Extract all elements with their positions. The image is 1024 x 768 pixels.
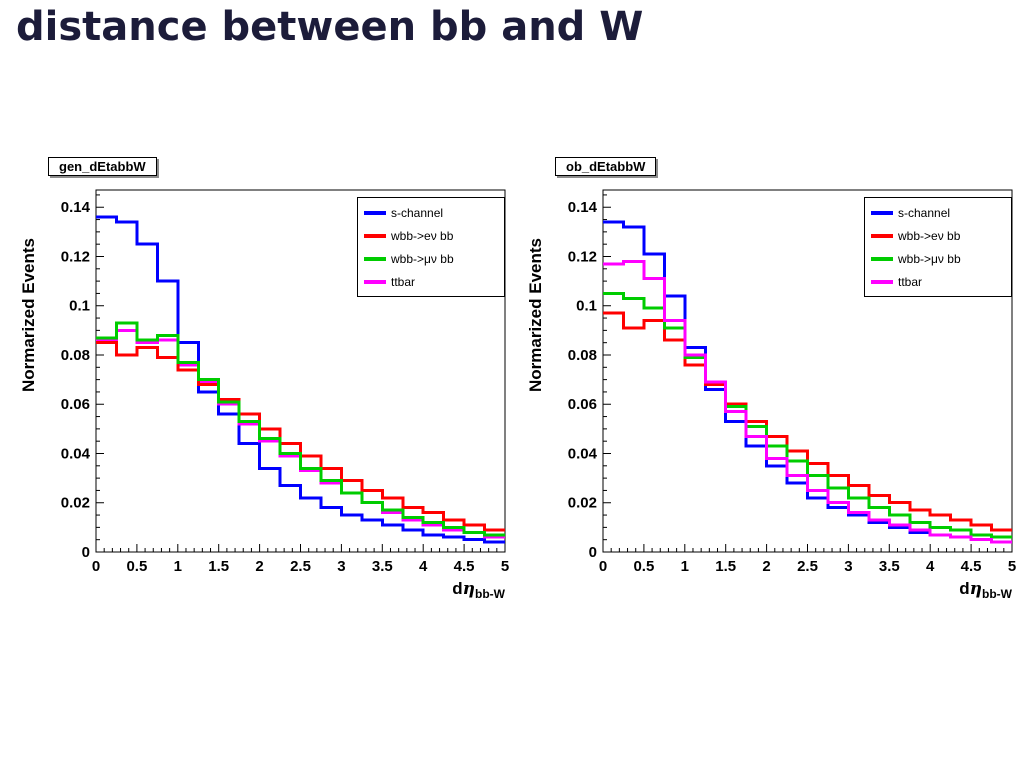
x-tick-label: 1 <box>174 558 182 575</box>
y-axis-title: Normarized Events <box>19 238 38 392</box>
y-tick-label: 0.04 <box>61 445 91 462</box>
x-tick-label: 0.5 <box>126 558 147 575</box>
legend-color-swatch <box>364 256 386 261</box>
pad-title-box: gen_dEtabbW <box>48 157 157 176</box>
legend-item: wbb->μν bb <box>364 247 498 270</box>
x-tick-label: 3 <box>844 558 852 575</box>
series-line-wbb->μν bb <box>603 291 1012 539</box>
series-line-wbb->eν bb <box>96 341 505 532</box>
y-tick-label: 0.02 <box>61 495 90 512</box>
x-axis-title-eta-symbol: η <box>462 579 476 599</box>
legend: s-channel wbb->eν bb wbb->μν bb ttbar <box>357 197 505 297</box>
x-axis-title-subscript: bb-W <box>982 587 1012 601</box>
y-tick-label: 0.14 <box>568 199 598 216</box>
series-line-wbb->eν bb <box>603 311 1012 532</box>
x-tick-label: 2 <box>255 558 263 575</box>
x-tick-label: 4.5 <box>454 558 475 575</box>
pad-title-box: ob_dEtabbW <box>555 157 657 176</box>
y-tick-label: 0 <box>589 544 597 561</box>
y-axis-title: Normarized Events <box>526 238 545 392</box>
x-axis-title-eta-symbol: η <box>969 579 983 599</box>
x-tick-label: 3.5 <box>879 558 900 575</box>
x-tick-label: 1.5 <box>208 558 229 575</box>
y-tick-label: 0.1 <box>576 298 597 315</box>
x-tick-label: 3 <box>337 558 345 575</box>
legend-color-swatch <box>364 210 386 215</box>
legend-item: ttbar <box>364 270 498 293</box>
x-tick-label: 4.5 <box>961 558 982 575</box>
x-tick-label: 0 <box>599 558 607 575</box>
y-tick-label: 0.02 <box>568 495 597 512</box>
x-tick-label: 4 <box>926 558 935 575</box>
y-tick-label: 0.04 <box>568 445 598 462</box>
legend-item: wbb->μν bb <box>871 247 1005 270</box>
legend-item: s-channel <box>364 201 498 224</box>
x-axis-title: dηbb-W <box>18 579 505 601</box>
x-axis-title-prefix: d <box>959 579 970 598</box>
legend-item-label: s-channel <box>898 205 951 220</box>
series-line-wbb->μν bb <box>96 321 505 537</box>
series-line-ttbar <box>603 259 1012 544</box>
y-tick-label: 0.06 <box>568 396 597 413</box>
plot-canvas-gen: 0 0.5 1 1.5 2 2.5 3 3.5 4 4.5 5 0 0.02 0.04 0.06 0.08 0.… <box>61 189 509 575</box>
x-axis-title-prefix: d <box>452 579 463 598</box>
y-tick-label: 0.12 <box>568 248 597 265</box>
legend-color-swatch <box>364 279 386 284</box>
y-tick-label: 0.14 <box>61 199 91 216</box>
x-tick-label: 4 <box>419 558 428 575</box>
legend-color-swatch <box>871 210 893 215</box>
x-tick-label: 2.5 <box>290 558 311 575</box>
legend-item-label: wbb->μν bb <box>898 251 961 266</box>
y-tick-label: 0 <box>82 544 90 561</box>
legend-color-swatch <box>871 279 893 284</box>
legend-item-label: wbb->μν bb <box>391 251 454 266</box>
legend-item-label: s-channel <box>391 205 444 220</box>
slide-title: distance between bb and W <box>16 4 644 50</box>
x-tick-label: 1.5 <box>715 558 736 575</box>
legend-item-label: wbb->eν bb <box>898 228 961 243</box>
legend-item: ttbar <box>871 270 1005 293</box>
series-line-ttbar <box>96 328 505 539</box>
x-axis-title: dηbb-W <box>525 579 1012 601</box>
x-tick-label: 1 <box>681 558 689 575</box>
legend-item: wbb->eν bb <box>871 224 1005 247</box>
y-tick-label: 0.1 <box>69 298 90 315</box>
x-tick-label: 2.5 <box>797 558 818 575</box>
x-tick-label: 5 <box>501 558 509 575</box>
y-tick-label: 0.08 <box>568 347 597 364</box>
x-axis-title-subscript: bb-W <box>475 587 505 601</box>
legend: s-channel wbb->eν bb wbb->μν bb ttbar <box>864 197 1012 297</box>
legend-item: s-channel <box>871 201 1005 224</box>
legend-color-swatch <box>871 256 893 261</box>
histogram-pad-gen: 0 0.5 1 1.5 2 2.5 3 3.5 4 4.5 5 0 0.02 0.04 0.06 0.08 0.… <box>18 145 513 620</box>
legend-item: wbb->eν bb <box>364 224 498 247</box>
legend-item-label: ttbar <box>391 274 416 289</box>
x-tick-label: 3.5 <box>372 558 393 575</box>
legend-color-swatch <box>364 233 386 238</box>
x-tick-label: 5 <box>1008 558 1016 575</box>
legend-color-swatch <box>871 233 893 238</box>
plot-canvas-ob: 0 0.5 1 1.5 2 2.5 3 3.5 4 4.5 5 0 0.02 0.04 0.06 0.08 0.… <box>568 189 1016 575</box>
x-tick-label: 0 <box>92 558 100 575</box>
histogram-pad-ob: 0 0.5 1 1.5 2 2.5 3 3.5 4 4.5 5 0 0.02 0.04 0.06 0.08 0.… <box>525 145 1020 620</box>
series-line-s-channel <box>96 215 505 544</box>
y-tick-label: 0.08 <box>61 347 90 364</box>
legend-item-label: wbb->eν bb <box>391 228 454 243</box>
x-tick-label: 0.5 <box>633 558 654 575</box>
y-tick-label: 0.06 <box>61 396 90 413</box>
legend-item-label: ttbar <box>898 274 923 289</box>
x-tick-label: 2 <box>762 558 770 575</box>
y-tick-label: 0.12 <box>61 248 90 265</box>
